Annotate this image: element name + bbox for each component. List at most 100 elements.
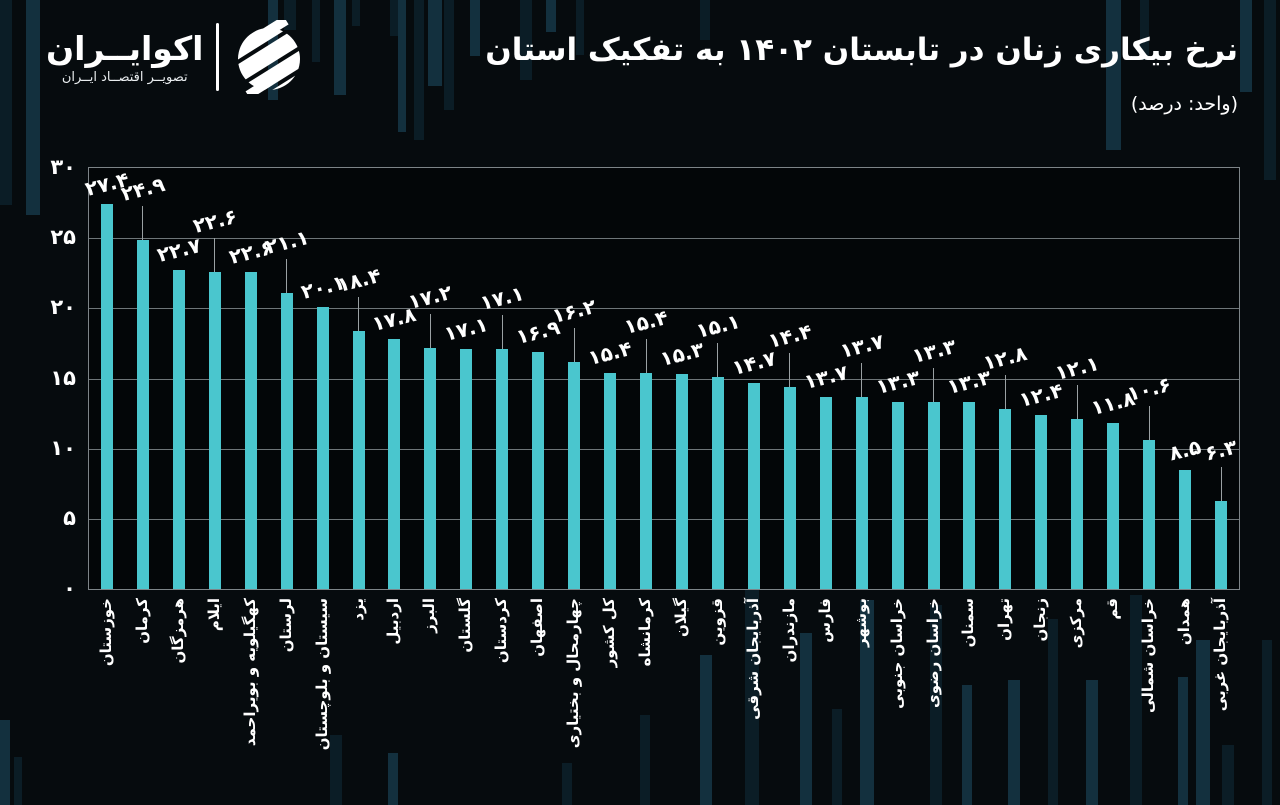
- background-decor-bar: [1262, 640, 1272, 805]
- bar-leader-line: [789, 352, 791, 387]
- bar-value-label: ۱۶.۲: [549, 293, 599, 328]
- x-axis-label: قزوین: [707, 598, 726, 646]
- unemployment-bar: [280, 292, 293, 589]
- bar-value-label: ۱۵.۴: [585, 335, 635, 370]
- background-decor-bar: [700, 655, 712, 805]
- unemployment-bar: [1035, 414, 1048, 589]
- x-axis-label: مازندران: [779, 598, 798, 663]
- unemployment-bar: [244, 271, 257, 589]
- unemployment-bar: [460, 349, 473, 589]
- background-decor-bar: [388, 753, 398, 805]
- x-axis-label: خوزستان: [96, 598, 115, 667]
- unemployment-bar: [316, 306, 329, 589]
- bar-value-label: ۱۲.۱: [1052, 351, 1102, 386]
- bar-leader-line: [358, 296, 360, 331]
- unemployment-bar: [855, 396, 868, 589]
- background-decor-bar: [390, 0, 399, 36]
- bar-leader-line: [1004, 375, 1006, 410]
- bar-leader-line: [933, 368, 935, 403]
- bar-leader-line: [1148, 406, 1150, 441]
- unemployment-bar: [208, 271, 221, 589]
- x-axis-label: خراسان جنوبی: [887, 598, 906, 709]
- bar-leader-line: [429, 313, 431, 348]
- gridline: [89, 448, 1239, 450]
- background-decor-bar: [330, 735, 342, 805]
- x-axis-label: لرستان: [276, 598, 295, 653]
- x-axis-label: کردستان: [492, 598, 511, 664]
- unemployment-bar: [891, 402, 904, 589]
- bar-leader-line: [286, 258, 288, 293]
- background-decor-bar: [640, 715, 650, 805]
- x-axis-label: کهگیلویه و بویراحمد: [240, 598, 259, 747]
- y-axis-tick-label: ۳۰: [50, 155, 76, 179]
- background-decor-bar: [428, 0, 442, 86]
- background-decor-bar: [546, 0, 556, 32]
- background-decor-bar: [930, 605, 942, 805]
- ecoiran-logo-icon: [231, 20, 306, 94]
- bar-value-label: ۲۱.۱: [262, 224, 312, 259]
- background-decor-bar: [576, 0, 584, 55]
- x-axis-label: بوشهر: [851, 598, 870, 648]
- background-decor-bar: [1008, 680, 1020, 805]
- x-axis-label: گلستان: [456, 598, 475, 653]
- x-axis-label: هرمزگان: [168, 598, 187, 664]
- bar-value-label: ۱۸.۴: [334, 262, 383, 297]
- background-decor-bar: [1196, 640, 1210, 805]
- x-axis-label: کل کشور: [600, 598, 619, 668]
- background-decor-bar: [860, 600, 874, 805]
- gridline: [89, 308, 1239, 310]
- bar-value-label: ۱۳.۷: [837, 328, 887, 363]
- x-axis-label: یزد: [348, 598, 367, 621]
- background-decor-bar: [1048, 619, 1058, 805]
- x-axis-label: فارس: [815, 598, 834, 643]
- x-axis-label: سمنان: [959, 598, 978, 648]
- gridline: [89, 238, 1239, 240]
- background-decor-bar: [1264, 0, 1276, 180]
- logo-divider: [216, 23, 219, 91]
- background-decor-bar: [1106, 0, 1121, 150]
- unemployment-bar: [1107, 423, 1120, 589]
- unemployment-bar: [783, 386, 796, 589]
- unemployment-bar: [999, 409, 1012, 589]
- background-decor-bar: [1130, 595, 1142, 805]
- x-axis-label: البرز: [420, 598, 439, 633]
- logo-text-block: اکوایــران تصویــر اقتصــاد ایــران: [46, 28, 203, 86]
- bar-value-label: ۱۵.۱: [693, 309, 743, 344]
- background-decor-bar: [832, 709, 842, 805]
- background-decor-bar: [334, 0, 346, 95]
- unemployment-bar: [1143, 440, 1156, 589]
- unemployment-bar: [640, 372, 653, 589]
- y-axis-tick-label: ۱۰: [50, 435, 76, 460]
- background-decor-bar: [312, 0, 320, 62]
- unemployment-bar: [136, 239, 149, 589]
- unemployment-bar: [711, 377, 724, 589]
- bar-value-label: ۱۲.۸: [981, 341, 1030, 376]
- x-axis-label: ایلام: [204, 598, 223, 632]
- unemployment-bar: [388, 339, 401, 589]
- bar-leader-line: [573, 327, 575, 362]
- bar-value-label: ۱۷.۲: [406, 279, 455, 314]
- chart-title: نرخ بیکاری زنان در تابستان ۱۴۰۲ به تفکیک…: [485, 32, 1238, 68]
- background-decor-bar: [398, 0, 406, 132]
- unemployment-bar: [532, 351, 545, 589]
- bar-leader-line: [1076, 385, 1078, 420]
- bar-value-label: ۲۲.۶: [190, 203, 240, 238]
- background-decor-bar: [0, 0, 12, 205]
- background-decor-bar: [562, 763, 572, 805]
- bar-value-label: ۱۳.۳: [873, 365, 922, 400]
- bar-value-label: ۱۷.۱: [441, 312, 491, 347]
- unemployment-bar: [568, 361, 581, 589]
- unemployment-bar: [424, 347, 437, 589]
- background-decor-bar: [962, 685, 972, 805]
- logo-tagline-text: تصویــر اقتصــاد ایــران: [61, 70, 188, 85]
- bar-leader-line: [501, 315, 503, 350]
- background-decor-bar: [1086, 680, 1098, 805]
- x-axis-label: آذربایجان غربی: [1211, 598, 1230, 712]
- y-axis-tick-label: ۲۰: [50, 295, 76, 320]
- bar-leader-line: [142, 205, 144, 240]
- background-decor-bar: [0, 720, 10, 805]
- gridline: [89, 378, 1239, 380]
- x-axis-label: قم: [1103, 598, 1122, 620]
- ecoiran-logo: اکوایــران تصویــر اقتصــاد ایــران: [46, 20, 306, 94]
